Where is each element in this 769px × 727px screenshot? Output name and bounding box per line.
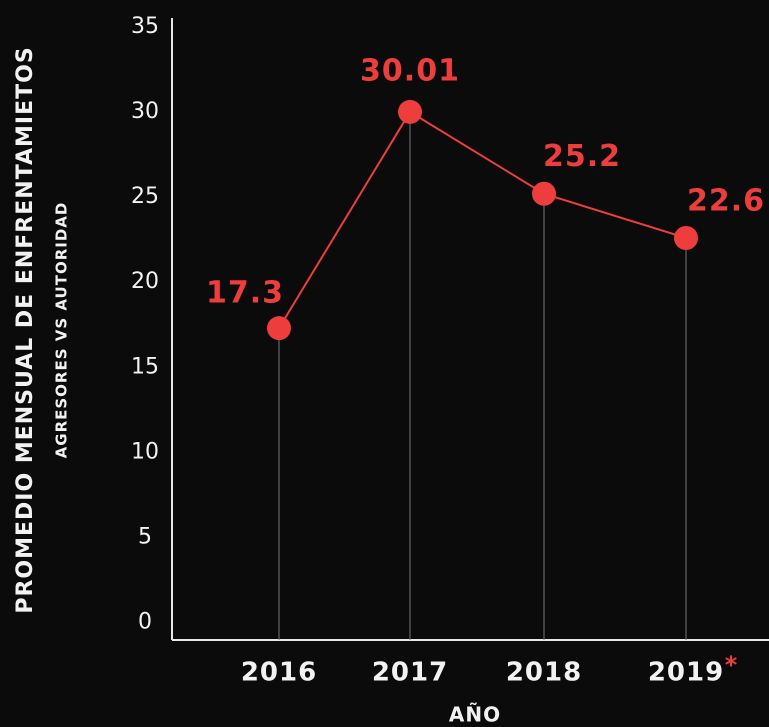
data-line <box>278 110 687 329</box>
data-label: 25.2 <box>543 139 621 174</box>
data-label: 22.6 <box>687 183 765 218</box>
data-label: 30.01 <box>360 53 460 88</box>
y-tick-label: 0 <box>138 609 152 634</box>
data-point <box>398 99 422 124</box>
x-tick-label: 2017 <box>372 658 448 688</box>
y-tick-label: 30 <box>131 99 159 124</box>
y-tick-label: 5 <box>138 524 152 549</box>
y-tick-label: 35 <box>131 14 159 39</box>
data-point <box>267 316 291 341</box>
x-tick-label: 2016 <box>241 658 317 688</box>
y-tick-label: 15 <box>131 354 159 379</box>
y-tick-label: 25 <box>131 184 159 209</box>
y-axis-sublabel: AGRESORES VS AUTORIDAD <box>53 202 71 459</box>
y-axis-label: PROMEDIO MENSUAL DE ENFRENTAMIETOS <box>13 46 38 613</box>
x-axis-label: AÑO <box>449 703 501 727</box>
footnote-marker: * <box>725 651 738 679</box>
y-tick-label: 10 <box>131 439 159 464</box>
y-tick-label: 20 <box>131 269 159 294</box>
data-point <box>674 225 698 250</box>
data-label: 17.3 <box>206 276 284 311</box>
x-tick-label: 2019 <box>648 658 724 688</box>
data-point <box>532 181 556 206</box>
x-tick-label: 2018 <box>506 658 582 688</box>
